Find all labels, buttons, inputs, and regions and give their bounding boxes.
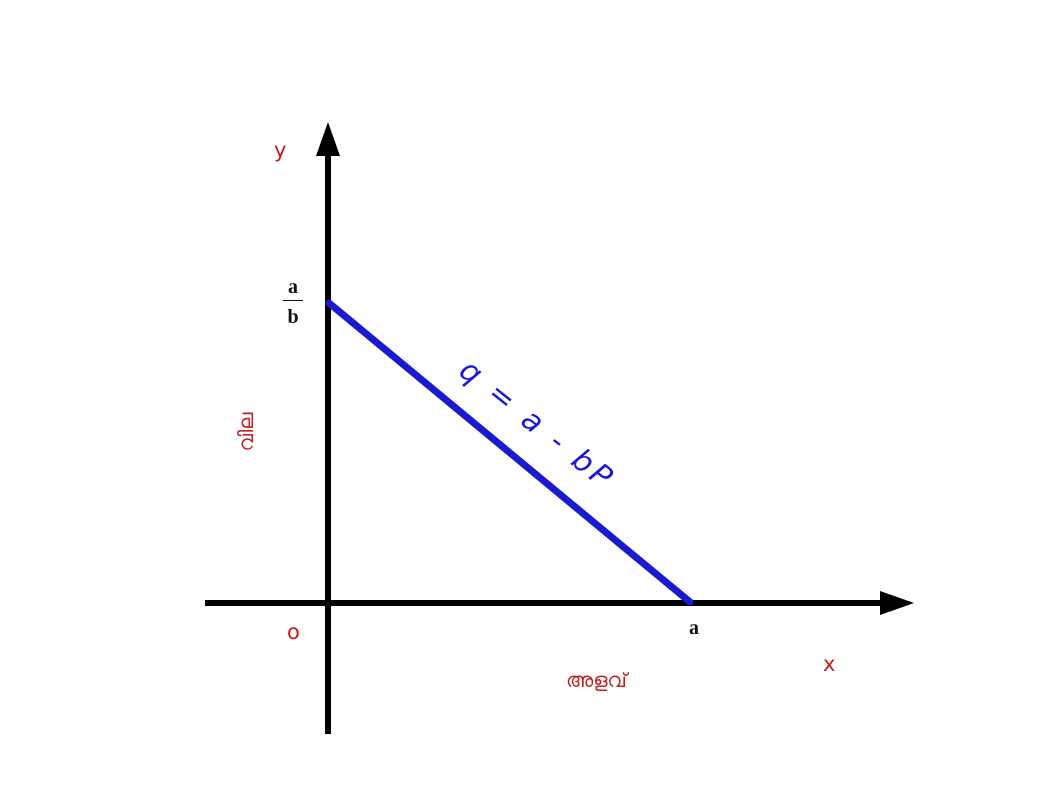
y-intercept-numerator: a bbox=[288, 276, 298, 298]
x-axis-arrowhead bbox=[880, 591, 914, 615]
y-intercept-denominator: b bbox=[287, 306, 299, 328]
y-axis-letter: y bbox=[274, 138, 287, 162]
fraction-bar bbox=[283, 300, 303, 301]
origin-label: o bbox=[287, 620, 300, 644]
x-intercept-label: a bbox=[689, 617, 699, 639]
y-axis-title-price: വില bbox=[234, 412, 258, 452]
demand-line bbox=[325, 299, 694, 606]
x-axis-title-quantity: അളവ് bbox=[566, 668, 627, 692]
y-intercept-fraction: a b bbox=[283, 277, 303, 327]
x-axis-letter: x bbox=[823, 652, 836, 676]
y-axis-arrowhead bbox=[316, 122, 340, 156]
